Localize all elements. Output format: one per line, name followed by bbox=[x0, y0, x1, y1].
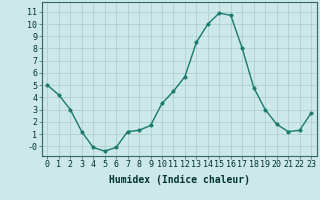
X-axis label: Humidex (Indice chaleur): Humidex (Indice chaleur) bbox=[109, 175, 250, 185]
